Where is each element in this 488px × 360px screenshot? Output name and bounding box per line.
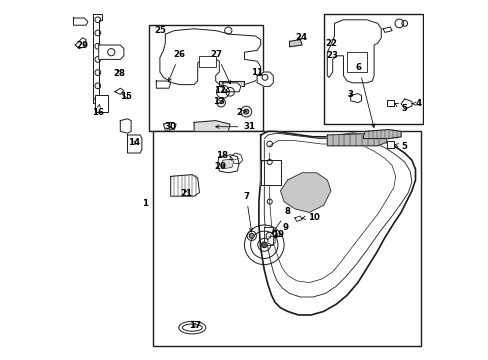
Text: 17: 17 [189,321,201,330]
Text: 12: 12 [214,86,229,95]
Text: 25: 25 [154,26,165,35]
Text: 11: 11 [250,68,262,77]
Bar [95,95,107,112]
Polygon shape [257,72,273,86]
Polygon shape [120,119,131,133]
Polygon shape [267,236,275,245]
Polygon shape [350,94,361,103]
Text: 1: 1 [142,199,148,208]
Text: 18: 18 [216,151,233,160]
Polygon shape [326,20,381,83]
Text: 30: 30 [163,122,176,131]
Text: 10: 10 [302,212,319,222]
Text: 4: 4 [412,99,421,108]
Text: 2: 2 [236,108,245,117]
Polygon shape [170,175,199,196]
Circle shape [249,233,254,238]
Bar [386,141,393,148]
Text: 9: 9 [276,223,287,237]
Text: 29: 29 [76,41,88,50]
Polygon shape [294,216,302,221]
Polygon shape [258,131,415,315]
Polygon shape [115,88,123,94]
Polygon shape [127,135,142,153]
Polygon shape [260,160,264,185]
Text: 14: 14 [128,139,140,148]
Polygon shape [163,122,176,130]
Text: 20: 20 [214,162,225,171]
Text: 31: 31 [215,122,255,131]
Bar [149,25,262,131]
Polygon shape [221,159,233,168]
Text: 28: 28 [113,69,125,78]
Text: 5: 5 [394,103,406,113]
Polygon shape [264,227,273,245]
Polygon shape [326,133,386,146]
Bar [386,100,393,106]
Bar [199,56,215,67]
Polygon shape [73,18,88,25]
Polygon shape [217,155,239,173]
Text: 24: 24 [295,33,307,42]
Text: 21: 21 [180,189,192,198]
Polygon shape [93,14,102,103]
Text: 8: 8 [272,207,290,233]
Text: 26: 26 [168,50,185,81]
Text: 3: 3 [346,90,352,99]
Polygon shape [219,81,244,86]
Text: 27: 27 [210,50,230,84]
Text: 22: 22 [324,39,336,48]
Polygon shape [280,173,330,212]
Text: 7: 7 [243,192,252,231]
Polygon shape [382,27,391,32]
Polygon shape [156,81,170,88]
Text: 16: 16 [91,104,103,117]
Polygon shape [230,153,242,164]
Text: 6: 6 [355,63,374,127]
Polygon shape [75,38,86,49]
Text: 13: 13 [212,97,224,106]
Bar [152,131,420,346]
Polygon shape [160,29,260,86]
Polygon shape [363,130,400,139]
Text: 15: 15 [120,92,132,101]
Bar [346,52,366,72]
Polygon shape [194,121,230,131]
Text: 19: 19 [271,230,284,239]
Polygon shape [99,45,123,59]
Polygon shape [260,160,280,185]
Polygon shape [223,83,241,92]
Bar [323,14,422,124]
Text: 23: 23 [326,51,338,60]
Polygon shape [400,99,411,109]
Text: 5: 5 [394,142,406,151]
Circle shape [244,109,248,114]
Circle shape [261,242,266,248]
Polygon shape [289,40,302,47]
